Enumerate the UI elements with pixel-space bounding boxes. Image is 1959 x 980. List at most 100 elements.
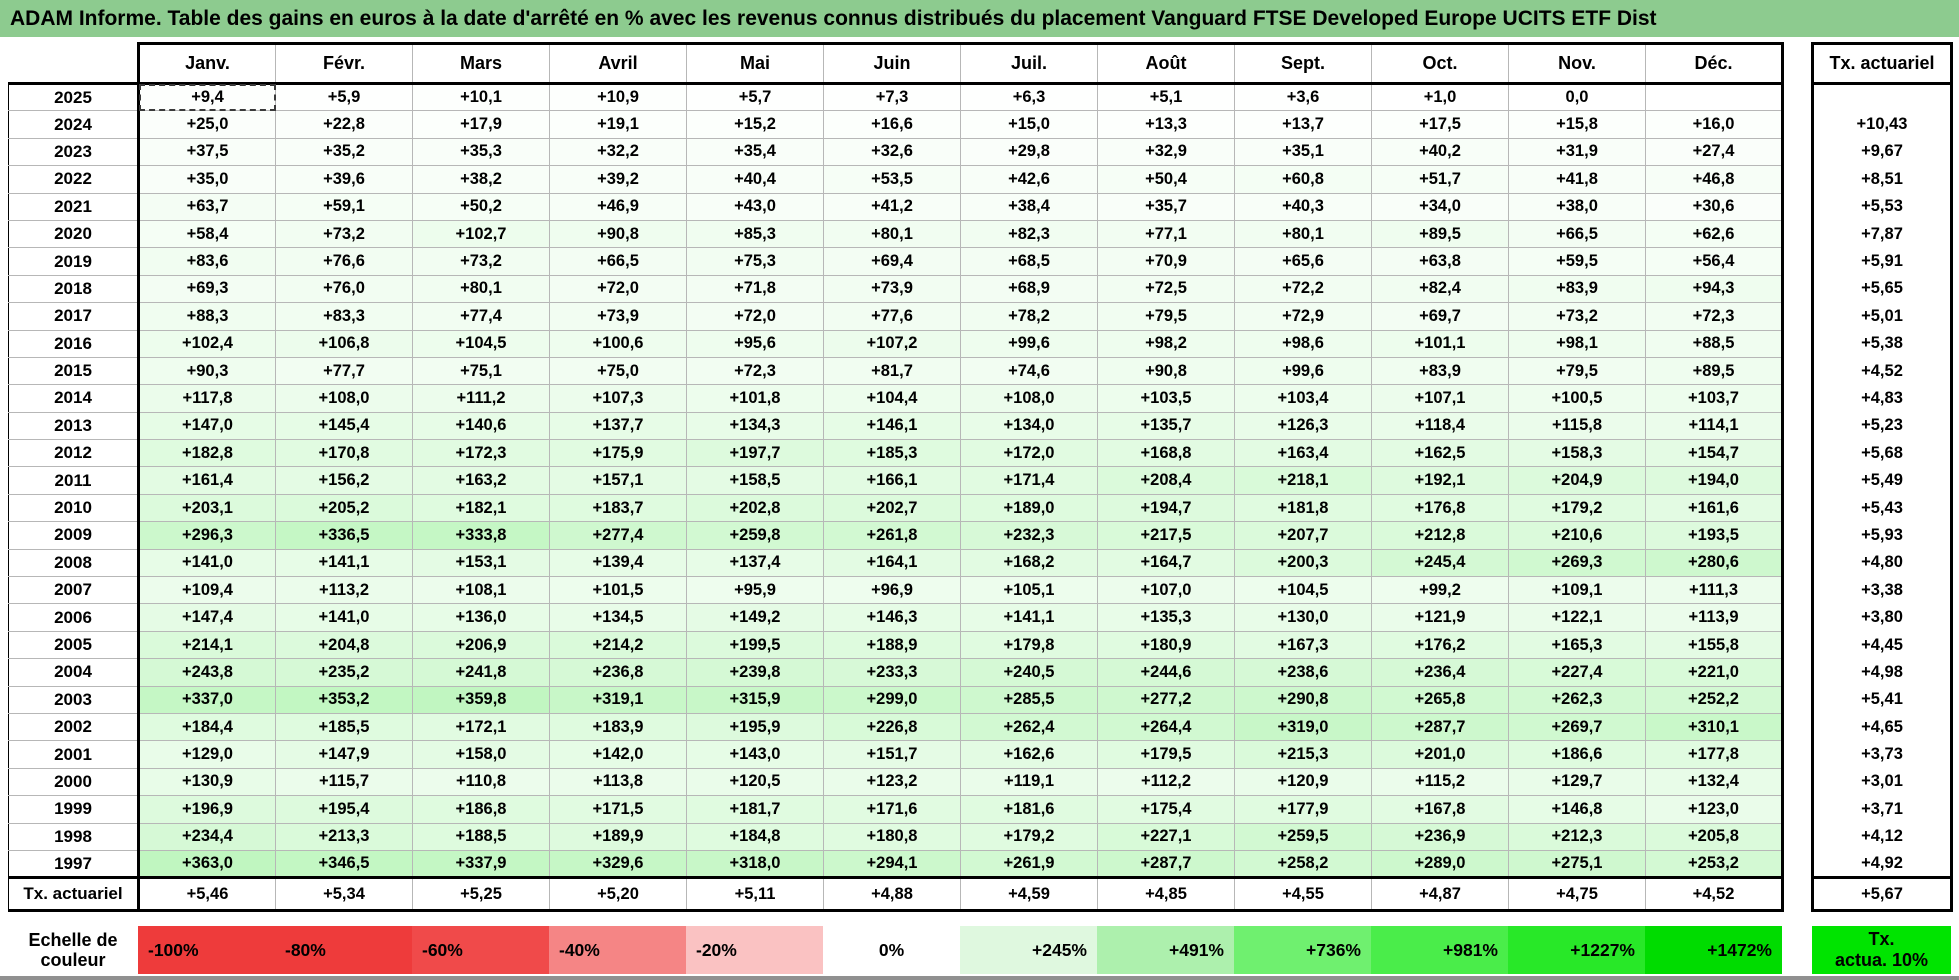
gain-cell[interactable]: +184,4 bbox=[137, 712, 276, 742]
gain-cell[interactable]: +83,9 bbox=[1508, 274, 1646, 304]
gain-cell[interactable]: +63,8 bbox=[1371, 247, 1509, 276]
gain-cell[interactable]: +176,2 bbox=[1371, 630, 1509, 660]
gain-cell[interactable]: +134,0 bbox=[960, 411, 1098, 441]
gain-cell[interactable]: +214,2 bbox=[549, 630, 687, 660]
footer-tx-cell[interactable]: +5,20 bbox=[549, 876, 687, 913]
gain-cell[interactable]: +101,8 bbox=[686, 384, 824, 413]
gain-cell[interactable]: +141,0 bbox=[275, 603, 413, 632]
gain-cell[interactable]: +46,8 bbox=[1645, 165, 1784, 194]
gain-cell[interactable]: +115,2 bbox=[1371, 767, 1509, 797]
gain-cell[interactable]: +259,8 bbox=[686, 521, 824, 550]
gain-cell[interactable]: +179,2 bbox=[960, 822, 1098, 851]
tx-cell[interactable]: +5,53 bbox=[1811, 193, 1953, 221]
gain-cell[interactable]: +70,9 bbox=[1097, 247, 1235, 276]
gain-cell[interactable]: +168,8 bbox=[1097, 439, 1235, 468]
tx-cell[interactable]: +5,49 bbox=[1811, 466, 1953, 495]
gain-cell[interactable]: +113,2 bbox=[275, 576, 413, 605]
gain-cell[interactable]: +227,1 bbox=[1097, 822, 1235, 851]
gain-cell[interactable]: +16,6 bbox=[823, 110, 961, 139]
gain-cell[interactable]: +176,8 bbox=[1371, 493, 1509, 523]
gain-cell[interactable]: +181,6 bbox=[960, 795, 1098, 824]
gain-cell[interactable]: +76,0 bbox=[275, 274, 413, 304]
gain-cell[interactable]: +258,2 bbox=[1234, 849, 1372, 879]
gain-cell[interactable]: +77,6 bbox=[823, 302, 961, 331]
gain-cell[interactable]: +40,4 bbox=[686, 165, 824, 194]
gain-cell[interactable]: +80,1 bbox=[823, 219, 961, 249]
gain-cell[interactable]: +50,4 bbox=[1097, 165, 1235, 194]
gain-cell[interactable]: +32,2 bbox=[549, 137, 687, 167]
year-cell[interactable]: 2000 bbox=[8, 768, 139, 797]
gain-cell[interactable]: 0,0 bbox=[1508, 82, 1646, 112]
gain-cell[interactable]: +185,5 bbox=[275, 712, 413, 742]
gain-cell[interactable]: +40,2 bbox=[1371, 137, 1509, 167]
gain-cell[interactable]: +99,6 bbox=[960, 329, 1098, 358]
gain-cell[interactable]: +80,1 bbox=[412, 274, 550, 304]
gain-cell[interactable]: +130,0 bbox=[1234, 603, 1372, 632]
gain-cell[interactable]: +149,2 bbox=[686, 603, 824, 632]
gain-cell[interactable]: +290,8 bbox=[1234, 685, 1372, 714]
gain-cell[interactable]: +35,1 bbox=[1234, 137, 1372, 167]
gain-cell[interactable]: +88,5 bbox=[1645, 329, 1784, 358]
gain-cell[interactable]: +153,1 bbox=[412, 548, 550, 578]
gain-cell[interactable]: +192,1 bbox=[1371, 466, 1509, 495]
gain-cell[interactable]: +73,9 bbox=[549, 302, 687, 331]
gain-cell[interactable]: +217,5 bbox=[1097, 521, 1235, 550]
gain-cell[interactable]: +171,4 bbox=[960, 466, 1098, 495]
gain-cell[interactable]: +35,3 bbox=[412, 137, 550, 167]
gain-cell[interactable]: +69,7 bbox=[1371, 302, 1509, 331]
gain-cell[interactable]: +9,4 bbox=[137, 82, 276, 112]
gain-cell[interactable]: +107,1 bbox=[1371, 384, 1509, 413]
year-cell[interactable]: 2005 bbox=[8, 631, 139, 660]
gain-cell[interactable]: +329,6 bbox=[549, 849, 687, 879]
gain-cell[interactable]: +77,1 bbox=[1097, 219, 1235, 249]
gain-cell[interactable]: +318,0 bbox=[686, 849, 824, 879]
year-cell[interactable]: 2003 bbox=[8, 686, 139, 714]
gain-cell[interactable]: +136,0 bbox=[412, 603, 550, 632]
legend-cell[interactable]: +1227% bbox=[1508, 926, 1645, 975]
legend-cell[interactable]: +491% bbox=[1097, 926, 1234, 975]
gain-cell[interactable]: +207,7 bbox=[1234, 521, 1372, 550]
gain-cell[interactable]: +102,7 bbox=[412, 219, 550, 249]
gain-cell[interactable]: +35,7 bbox=[1097, 192, 1235, 221]
gain-cell[interactable]: +72,3 bbox=[686, 356, 824, 386]
gain-cell[interactable]: +161,4 bbox=[137, 466, 276, 495]
gain-cell[interactable]: +39,2 bbox=[549, 165, 687, 194]
gain-cell[interactable]: +108,1 bbox=[412, 576, 550, 605]
tx-cell[interactable]: +7,87 bbox=[1811, 220, 1953, 248]
gain-cell[interactable]: +244,6 bbox=[1097, 658, 1235, 687]
gain-cell[interactable]: +72,2 bbox=[1234, 274, 1372, 304]
gain-cell[interactable]: +65,6 bbox=[1234, 247, 1372, 276]
gain-cell[interactable]: +158,0 bbox=[412, 740, 550, 769]
gain-cell[interactable]: +315,9 bbox=[686, 685, 824, 714]
gain-cell[interactable]: +96,9 bbox=[823, 576, 961, 605]
gain-cell[interactable]: +90,8 bbox=[1097, 356, 1235, 386]
gain-cell[interactable]: +210,6 bbox=[1508, 521, 1646, 550]
month-header[interactable]: Nov. bbox=[1508, 42, 1646, 85]
gain-cell[interactable]: +200,3 bbox=[1234, 548, 1372, 578]
gain-cell[interactable]: +27,4 bbox=[1645, 137, 1784, 167]
gain-cell[interactable]: +245,4 bbox=[1371, 548, 1509, 578]
gain-cell[interactable]: +38,0 bbox=[1508, 192, 1646, 221]
gain-cell[interactable]: +154,7 bbox=[1645, 439, 1784, 468]
gain-cell[interactable]: +100,6 bbox=[549, 329, 687, 358]
month-header[interactable]: Juin bbox=[823, 42, 961, 85]
gain-cell[interactable]: +147,0 bbox=[137, 411, 276, 441]
gain-cell[interactable]: +74,6 bbox=[960, 356, 1098, 386]
gain-cell[interactable]: +5,9 bbox=[275, 82, 413, 112]
gain-cell[interactable]: +16,0 bbox=[1645, 110, 1784, 139]
legend-cell[interactable]: +1472% bbox=[1645, 926, 1782, 975]
gain-cell[interactable]: +41,2 bbox=[823, 192, 961, 221]
gain-cell[interactable]: +43,0 bbox=[686, 192, 824, 221]
gain-cell[interactable]: +115,8 bbox=[1508, 411, 1646, 441]
month-header[interactable]: Févr. bbox=[275, 42, 413, 85]
gain-cell[interactable]: +5,1 bbox=[1097, 82, 1235, 112]
gain-cell[interactable]: +215,3 bbox=[1234, 740, 1372, 769]
gain-cell[interactable]: +73,2 bbox=[275, 219, 413, 249]
gain-cell[interactable]: +262,3 bbox=[1508, 685, 1646, 714]
gain-cell[interactable]: +208,4 bbox=[1097, 466, 1235, 495]
gain-cell[interactable]: +72,0 bbox=[686, 302, 824, 331]
gain-cell[interactable]: +204,9 bbox=[1508, 466, 1646, 495]
gain-cell[interactable]: +194,0 bbox=[1645, 466, 1784, 495]
gain-cell[interactable]: +310,1 bbox=[1645, 712, 1784, 742]
year-cell[interactable]: 2015 bbox=[8, 357, 139, 386]
